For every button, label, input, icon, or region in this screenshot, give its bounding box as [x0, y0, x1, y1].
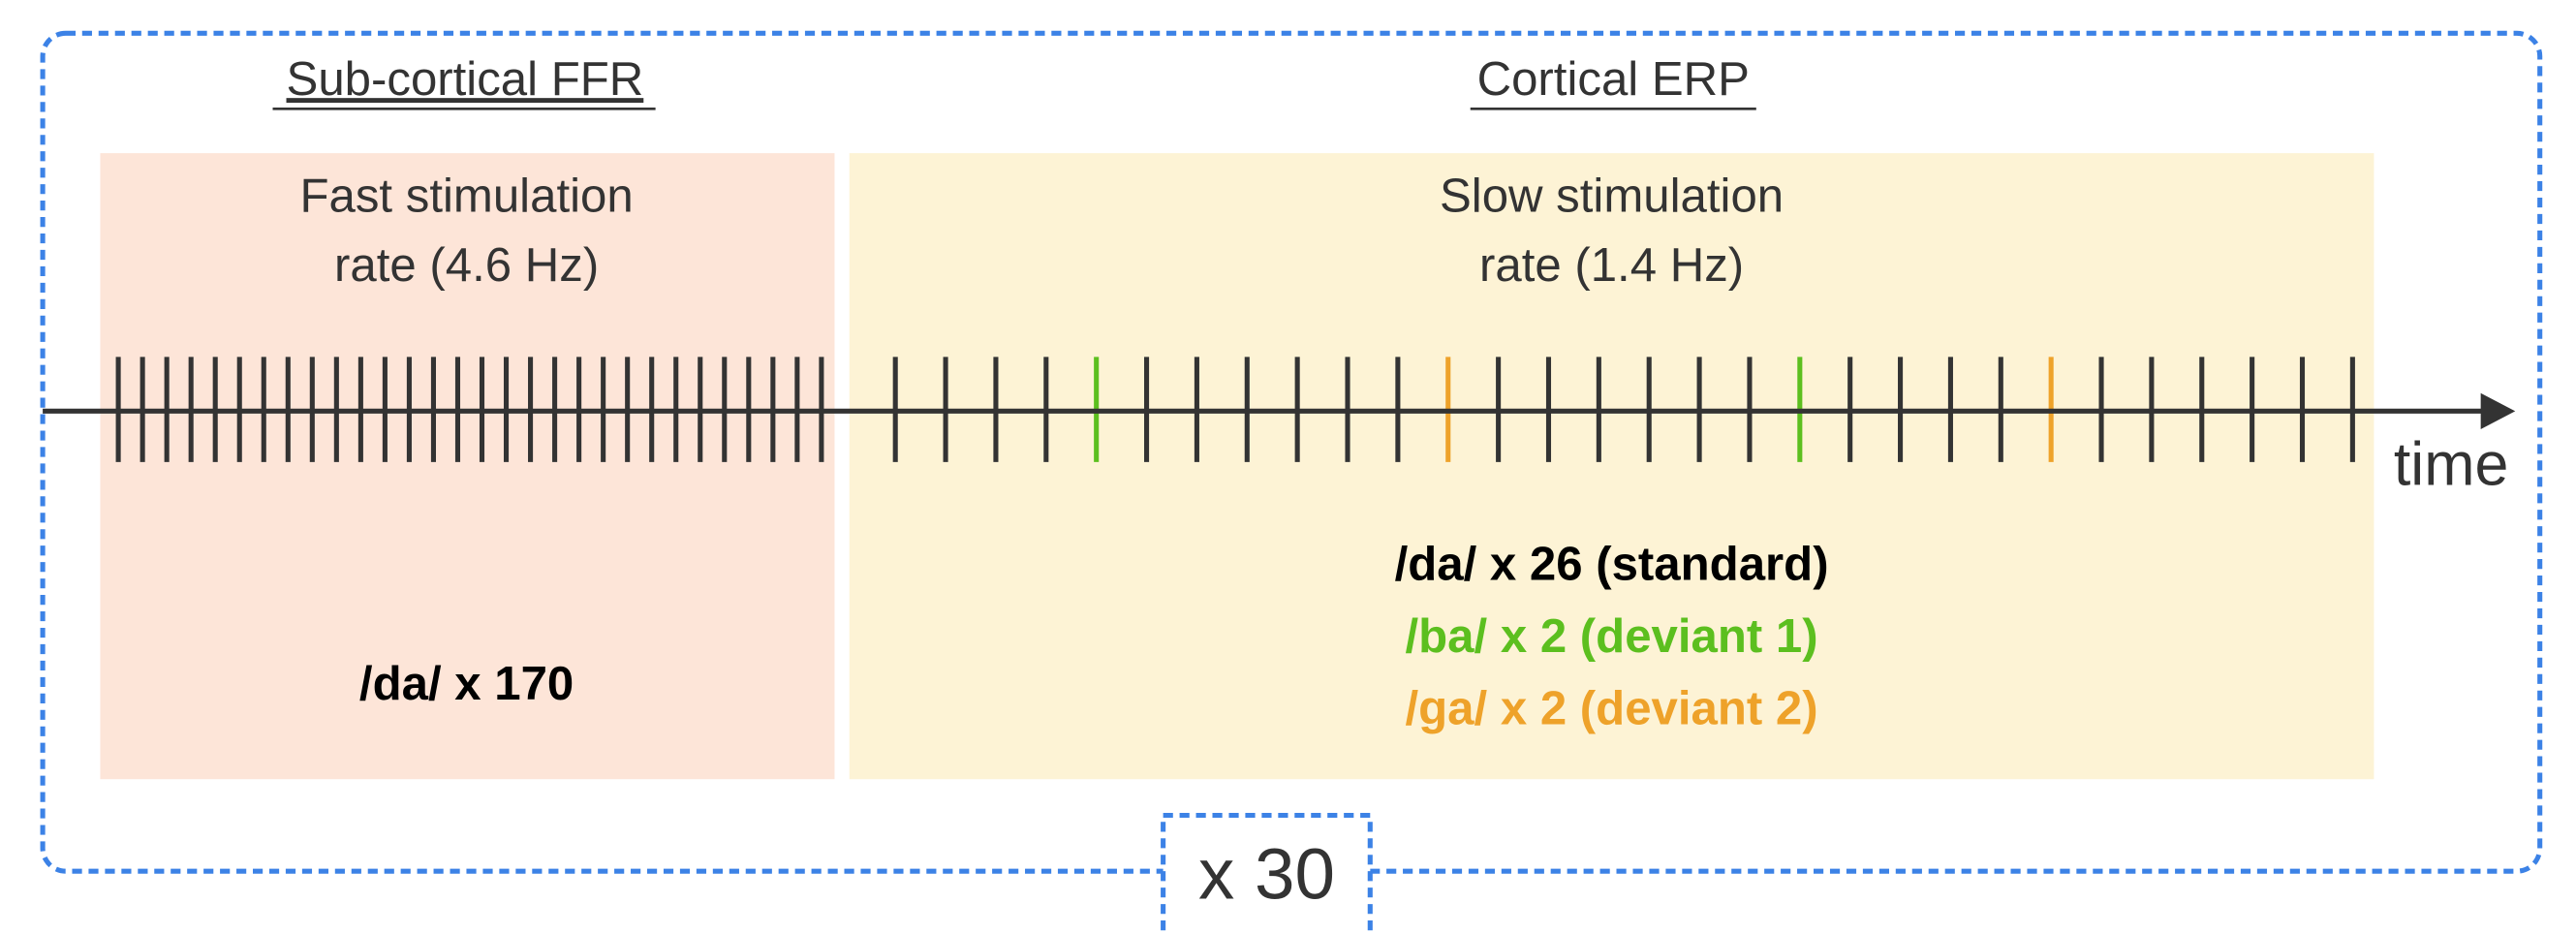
ffr-panel — [100, 153, 835, 780]
stimulus-count: /da/ x 26 (standard) — [1395, 537, 1829, 590]
section-title: Cortical ERP — [1477, 52, 1750, 106]
stimulus-count: /ga/ x 2 (deviant 2) — [1405, 682, 1817, 735]
rate-label: Fast stimulation — [299, 170, 633, 223]
stimulus-count: /da/ x 170 — [359, 657, 574, 710]
rate-label: Slow stimulation — [1440, 170, 1784, 223]
rate-label: rate (4.6 Hz) — [334, 238, 599, 292]
rate-label: rate (1.4 Hz) — [1479, 238, 1744, 292]
erp-panel — [849, 153, 2374, 780]
repeat-label: x 30 — [1198, 832, 1335, 914]
repeat-box — [1161, 812, 1373, 934]
stimulus-count: /ba/ x 2 (deviant 1) — [1405, 609, 1817, 663]
axis-label: time — [2394, 430, 2509, 498]
axis-arrow — [2480, 392, 2516, 429]
section-title: Sub-cortical FFR — [287, 52, 644, 106]
